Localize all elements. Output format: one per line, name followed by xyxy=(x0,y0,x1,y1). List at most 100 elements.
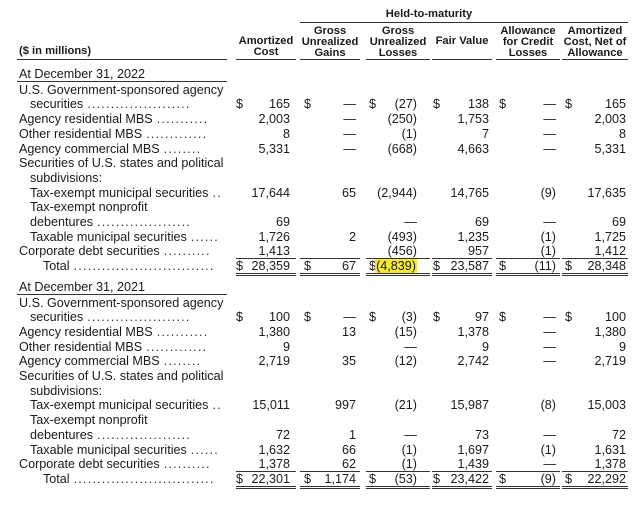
value-text: (1) xyxy=(540,442,556,457)
value-text: 100 xyxy=(604,310,626,325)
value-cell: 1,413 xyxy=(220,244,290,258)
row-label: Corporate debt securities.......... xyxy=(19,244,226,258)
currency-symbol: $ xyxy=(369,471,377,486)
value-cell: 1,235 xyxy=(419,230,489,244)
value-text: 22,301 xyxy=(251,471,290,486)
value-text: 1,378 xyxy=(457,324,489,339)
value-text: 13 xyxy=(341,324,356,339)
column-header-fair-value: Fair Value xyxy=(435,35,489,47)
value-cell: 1,174 xyxy=(286,472,356,486)
row-label: Securities of U.S. states and political xyxy=(19,369,223,383)
value-cell: 13 xyxy=(286,325,356,339)
value-text: 69 xyxy=(474,215,489,229)
row-label: Agency residential MBS........... xyxy=(19,112,226,126)
currency-symbol: $ xyxy=(304,97,312,112)
value-text: — xyxy=(543,126,556,141)
row-label: securities...................... xyxy=(30,310,226,324)
value-cell: 23,587 xyxy=(419,259,489,273)
value-cell: 15,011 xyxy=(220,398,290,412)
currency-symbol: $ xyxy=(433,97,441,112)
row-label: debentures.................... xyxy=(30,215,226,229)
value-cell: — xyxy=(486,310,556,324)
value-text: 2,719 xyxy=(594,354,626,369)
value-text: — xyxy=(543,112,556,127)
value-text: 1,378 xyxy=(594,457,626,472)
currency-symbol: $ xyxy=(499,97,507,112)
value-cell: — xyxy=(486,97,556,111)
value-cell: (2,944) xyxy=(347,186,417,200)
value-text: — xyxy=(404,427,417,442)
value-text: 15,003 xyxy=(587,398,626,413)
leader-dots: ...... xyxy=(190,442,219,457)
value-cell: — xyxy=(286,127,356,141)
row-label-text: Tax-exempt nonprofit xyxy=(30,200,148,215)
row-label-text: subdivisions: xyxy=(30,383,103,398)
value-text: 165 xyxy=(268,97,290,112)
value-text: 15,987 xyxy=(450,398,489,413)
total-double-rule xyxy=(496,273,560,277)
value-text: — xyxy=(543,310,556,325)
value-cell: 35 xyxy=(286,354,356,368)
value-text: — xyxy=(543,339,556,354)
row-label: Tax-exempt municipal securities.. xyxy=(30,186,226,200)
value-text: 2,003 xyxy=(258,112,290,127)
value-cell: 72 xyxy=(220,428,290,442)
value-text: — xyxy=(543,324,556,339)
leader-dots: .............................. xyxy=(73,259,215,274)
row-label: Taxable municipal securities...... xyxy=(30,230,226,244)
currency-symbol: $ xyxy=(236,471,244,486)
total-label: Total.............................. xyxy=(43,259,226,273)
value-cell: 1,378 xyxy=(220,457,290,471)
value-cell: 2 xyxy=(286,230,356,244)
value-cell: (27) xyxy=(347,97,417,111)
value-cell: 1,412 xyxy=(556,244,626,258)
value-cell: 1 xyxy=(286,428,356,442)
value-text: 69 xyxy=(275,215,290,229)
currency-symbol: $ xyxy=(499,310,507,325)
value-cell: 2,003 xyxy=(220,112,290,126)
value-cell: 9 xyxy=(419,340,489,354)
leader-dots: .............................. xyxy=(73,471,215,486)
value-cell: — xyxy=(486,340,556,354)
value-text: 1,380 xyxy=(258,324,290,339)
value-text: 62 xyxy=(341,457,356,472)
value-cell: 69 xyxy=(419,215,489,229)
value-text: 66 xyxy=(341,442,356,457)
row-label-text: Other residential MBS xyxy=(19,126,143,141)
value-cell: 165 xyxy=(556,97,626,111)
total-double-rule xyxy=(366,273,430,277)
value-text: 8 xyxy=(618,126,626,141)
total-top-rule xyxy=(236,470,296,472)
value-text: (1) xyxy=(540,229,556,244)
value-cell: (456) xyxy=(347,244,417,258)
value-cell: 9 xyxy=(556,340,626,354)
value-cell: 2,003 xyxy=(556,112,626,126)
value-cell: (12) xyxy=(347,354,417,368)
value-text: 138 xyxy=(467,97,489,112)
value-text: (27) xyxy=(394,97,417,112)
value-text: — xyxy=(543,457,556,472)
value-text: 1 xyxy=(348,427,356,442)
currency-symbol: $ xyxy=(499,471,507,486)
column-header-rule xyxy=(300,59,360,60)
column-header-rule xyxy=(496,59,560,60)
row-label-text: Agency residential MBS xyxy=(19,324,153,339)
value-cell: 65 xyxy=(286,186,356,200)
value-cell: (1) xyxy=(347,457,417,471)
row-label-text: debentures xyxy=(30,215,94,229)
value-text: — xyxy=(343,97,356,112)
total-double-rule xyxy=(300,273,360,277)
row-label: Agency commercial MBS........ xyxy=(19,142,226,156)
value-cell: 8 xyxy=(556,127,626,141)
section-title-rule xyxy=(17,293,227,295)
row-label: U.S. Government-sponsored agency xyxy=(19,83,223,97)
value-cell: 97 xyxy=(419,310,489,324)
value-cell: (1) xyxy=(486,244,556,258)
leader-dots: .......... xyxy=(163,244,211,259)
value-text: (9) xyxy=(540,471,556,486)
section-title: At December 31, 2021 xyxy=(19,279,146,294)
leader-dots: ........... xyxy=(156,324,209,339)
value-text: 9 xyxy=(618,339,626,354)
value-text: — xyxy=(343,112,356,127)
value-cell: (250) xyxy=(347,112,417,126)
